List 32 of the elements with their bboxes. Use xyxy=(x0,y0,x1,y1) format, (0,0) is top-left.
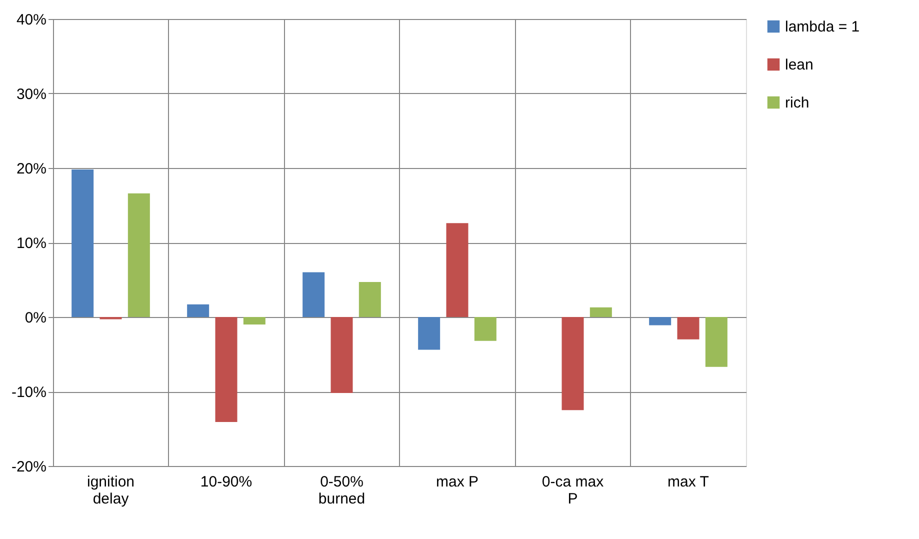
y-tick-label: 0% xyxy=(24,310,46,326)
bar xyxy=(128,193,150,317)
y-tick-label: -20% xyxy=(11,458,46,476)
bar xyxy=(705,317,728,367)
bar xyxy=(474,317,496,341)
y-tick-label: 20% xyxy=(16,160,46,178)
bar xyxy=(677,317,700,340)
bar xyxy=(358,282,381,317)
x-tick-label: 10-90% xyxy=(200,474,252,490)
x-tick-label: ignition delay xyxy=(86,474,135,508)
bar xyxy=(302,272,325,317)
y-tick-label: 10% xyxy=(16,235,46,252)
bar xyxy=(562,317,584,410)
bar xyxy=(590,307,612,317)
y-tick-label: 40% xyxy=(16,12,46,28)
legend-label: lean xyxy=(785,56,814,74)
bar xyxy=(243,317,266,324)
x-tick-label: 0-ca max P xyxy=(542,474,604,508)
y-tick-label: 30% xyxy=(16,86,46,103)
bar xyxy=(215,317,238,422)
bar xyxy=(418,317,440,350)
bar xyxy=(649,317,672,326)
bar xyxy=(187,304,210,317)
legend-label: lambda = 1 xyxy=(785,18,860,36)
x-tick-label: max T xyxy=(668,474,709,490)
x-tick-label: 0-50% burned xyxy=(318,474,366,508)
bar xyxy=(72,169,94,317)
x-tick-label: max P xyxy=(436,474,479,490)
y-tick-label: -10% xyxy=(11,384,46,401)
legend-label: rich xyxy=(785,94,810,112)
bar xyxy=(330,317,353,393)
bar xyxy=(446,223,468,317)
